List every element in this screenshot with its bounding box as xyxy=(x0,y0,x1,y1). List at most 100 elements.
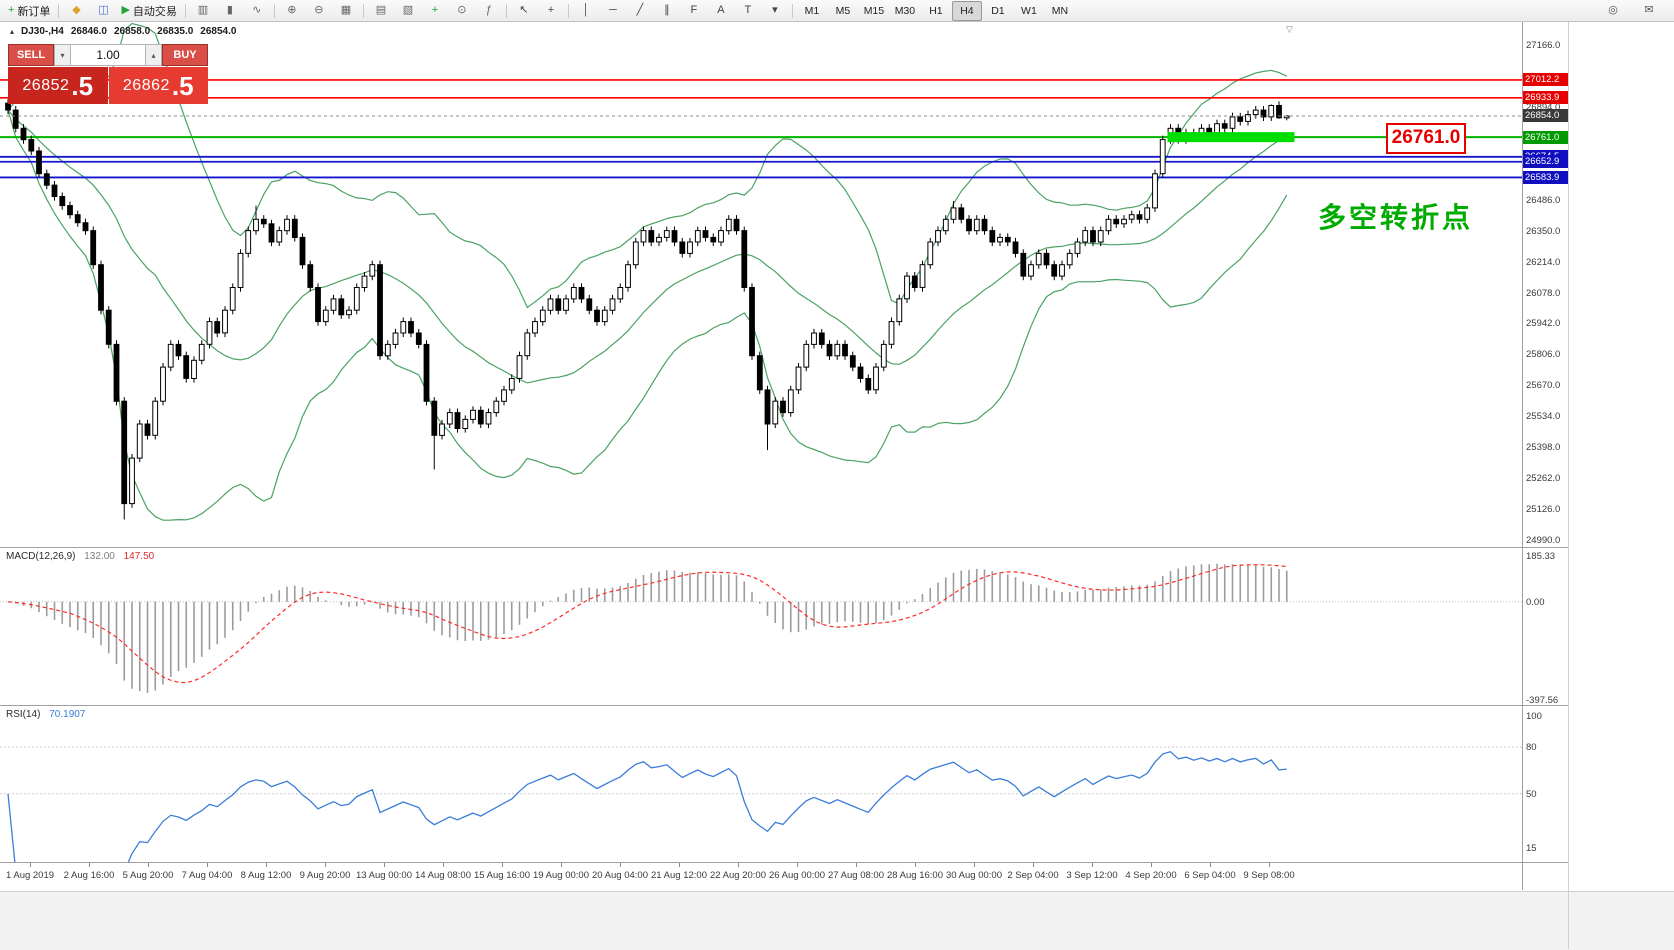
rsi-line xyxy=(7,750,1287,862)
bar-chart-button[interactable]: ▥ xyxy=(190,1,216,21)
zoom-out-button[interactable]: ⊖ xyxy=(306,1,332,21)
cursor-button[interactable]: ↖ xyxy=(511,1,537,21)
horizontal-line-button[interactable]: ─ xyxy=(600,1,626,21)
turning-point-note[interactable]: 多空转折点 xyxy=(1318,202,1474,233)
volume-down-button[interactable]: ▾ xyxy=(54,44,71,66)
candle-body xyxy=(82,222,89,232)
macd-indicator-chart[interactable] xyxy=(0,548,1522,705)
text-label-button[interactable]: T xyxy=(735,1,761,21)
trendline-button[interactable]: ╱ xyxy=(627,1,653,21)
price-axis[interactable]: 185.33 0.00 -397.56 100 80 50 15 27166.0… xyxy=(1523,22,1568,890)
candle-body xyxy=(1097,230,1104,243)
profiles-button[interactable]: ◆ xyxy=(63,1,89,21)
candle-body xyxy=(167,343,174,368)
timeframe-h1-button[interactable]: H1 xyxy=(929,4,943,17)
shapes-dropdown-button[interactable]: ▾ xyxy=(762,1,788,21)
candle-body xyxy=(175,343,182,357)
new-chart-button[interactable]: + xyxy=(422,1,448,21)
candle-body xyxy=(857,366,864,380)
new-order-icon: + xyxy=(8,4,15,16)
crosshair-button[interactable]: + xyxy=(538,1,564,21)
candle-body xyxy=(237,252,244,288)
candle xyxy=(563,294,569,315)
market-watch-button[interactable]: ◫ xyxy=(90,1,116,21)
cascade-windows-button[interactable]: ▤ xyxy=(368,1,394,21)
search-button[interactable]: ◎ xyxy=(1600,1,1626,21)
text-button[interactable]: A xyxy=(708,1,734,21)
equidistant-channel-button[interactable]: ∥ xyxy=(654,1,680,21)
arrange-windows-button[interactable]: ▧ xyxy=(395,1,421,21)
chart-close-value: 26854.0 xyxy=(200,26,237,37)
timeframe-m30-button[interactable]: M30 xyxy=(894,4,916,17)
candle-body xyxy=(694,230,701,243)
panel-divider[interactable] xyxy=(0,547,1569,548)
timeframe-m15-button[interactable]: M15 xyxy=(863,4,885,17)
tile-windows-button[interactable]: ▦ xyxy=(333,1,359,21)
candle-body xyxy=(400,321,407,334)
candle-body xyxy=(601,309,608,323)
trendline-icon: ╱ xyxy=(636,4,644,16)
periods-button[interactable]: ⊙ xyxy=(449,1,475,21)
candle-body xyxy=(625,264,631,288)
line-chart-button[interactable]: ∿ xyxy=(244,1,270,21)
toolbar: + 新订单 ◆ ◫ ▶ 自动交易 ▥ ▮ ∿ ⊕ ⊖ ▦ ▤ ▧ + ⊙ ƒ ↖ + │ ─ ╱ ∥ F A T ▾ M1 M5 M15 M… xyxy=(0,0,1674,22)
timeframe-m1-button[interactable]: M1 xyxy=(804,4,820,17)
price-callout-box[interactable]: 26761.0 xyxy=(1386,123,1466,154)
trade-panel-collapse-icon[interactable]: ▴ xyxy=(10,27,15,36)
shapes-dropdown-icon: ▾ xyxy=(772,4,778,16)
candle-body xyxy=(1260,109,1267,118)
candle xyxy=(105,306,112,349)
candle-body xyxy=(198,343,205,361)
auto-trading-button[interactable]: ▶ 自动交易 xyxy=(117,1,180,21)
candlestick-chart[interactable] xyxy=(0,22,1522,547)
timeframe-w1-button[interactable]: W1 xyxy=(1021,4,1037,17)
candle xyxy=(671,226,678,247)
panel-divider[interactable] xyxy=(0,705,1569,706)
time-axis-label: 1 Aug 2019 xyxy=(5,870,55,881)
timeframe-m5-button[interactable]: M5 xyxy=(835,4,851,17)
time-tick xyxy=(325,863,326,867)
candle-body xyxy=(1276,105,1282,119)
candle-body xyxy=(733,218,740,232)
candle xyxy=(1237,112,1244,126)
candle xyxy=(973,215,980,235)
candle xyxy=(214,317,221,338)
community-chat-button[interactable]: ✉ xyxy=(1636,1,1662,21)
candle-body xyxy=(1051,264,1058,277)
candle-body xyxy=(493,400,500,414)
candle-body xyxy=(795,366,802,391)
buy-price-button[interactable]: 26862.5 xyxy=(108,67,208,104)
candle-body xyxy=(121,400,128,505)
timeframe-d1-button[interactable]: D1 xyxy=(991,4,1005,17)
candle xyxy=(1252,105,1259,119)
buy-button[interactable]: BUY xyxy=(162,44,208,66)
timeframe-h4-button[interactable]: H4 xyxy=(951,0,982,21)
new-order-button[interactable]: + 新订单 xyxy=(4,1,54,21)
candle xyxy=(377,260,383,360)
time-axis[interactable]: 1 Aug 2019 2 Aug 16:00 5 Aug 20:00 7 Aug 04… xyxy=(0,863,1522,890)
rsi-indicator-chart[interactable] xyxy=(0,706,1522,862)
support-highlight-bar[interactable] xyxy=(1167,132,1295,143)
indicators-button[interactable]: ƒ xyxy=(476,1,502,21)
candle xyxy=(431,397,438,470)
candle-body xyxy=(222,309,228,334)
candle-body xyxy=(20,127,27,141)
arrange-windows-icon: ▧ xyxy=(402,4,414,16)
volume-input[interactable]: 1.00 xyxy=(71,44,145,66)
candle-body xyxy=(206,321,213,345)
toolbar-left-group: + 新订单 ◆ ◫ ▶ 自动交易 ▥ ▮ ∿ ⊕ ⊖ ▦ ▤ ▧ + ⊙ ƒ ↖ + │ ─ ╱ ∥ F A T ▾ M1 M5 M15 M… xyxy=(4,0,1075,21)
candle xyxy=(229,283,236,315)
fibonacci-button[interactable]: F xyxy=(681,1,707,21)
candlestick-chart-button[interactable]: ▮ xyxy=(217,1,243,21)
vertical-line-icon: │ xyxy=(582,4,590,16)
candle xyxy=(663,226,670,242)
right-shift-marker-icon[interactable]: ▽ xyxy=(1286,24,1293,34)
candle xyxy=(1051,260,1058,281)
vertical-line-button[interactable]: │ xyxy=(573,1,599,21)
volume-up-button[interactable]: ▴ xyxy=(145,44,162,66)
zoom-in-button[interactable]: ⊕ xyxy=(279,1,305,21)
sell-button[interactable]: SELL xyxy=(8,44,54,66)
sell-price-button[interactable]: 26852.5 xyxy=(8,67,108,104)
candle-body xyxy=(501,389,507,402)
timeframe-mn-button[interactable]: MN xyxy=(1051,4,1069,17)
